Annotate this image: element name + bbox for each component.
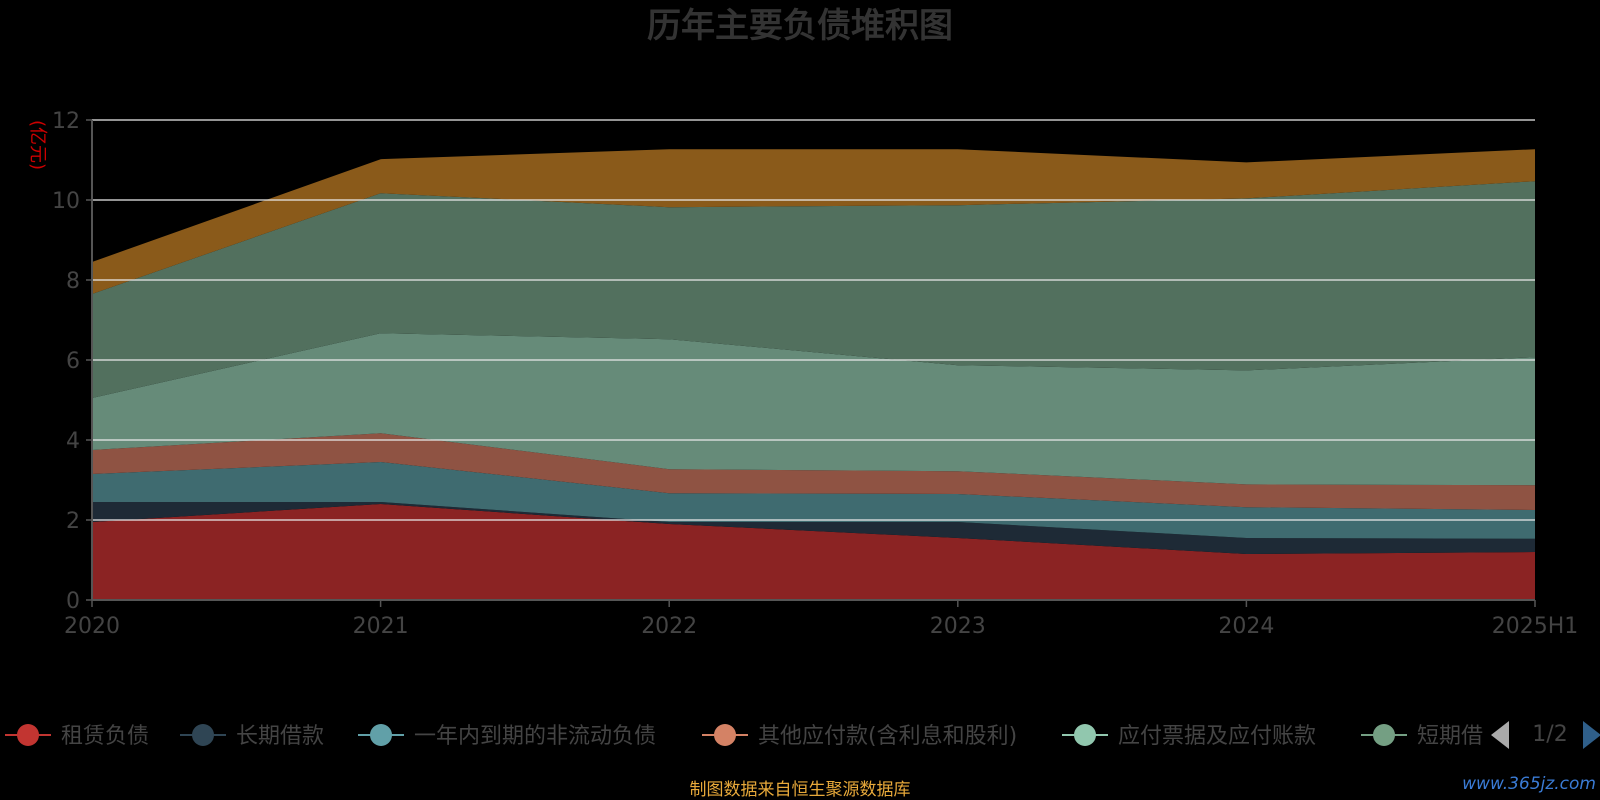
y-tick-label-4: 8 <box>66 269 80 294</box>
y-axis-unit-label: (亿元) <box>27 120 48 170</box>
legend-marker-icon <box>1074 724 1096 746</box>
series-areas <box>92 149 1535 600</box>
legend-item-0[interactable]: 租赁负债 <box>5 724 149 749</box>
area-series-4 <box>92 333 1535 486</box>
legend-item-3[interactable]: 其他应付款(含利息和股利) <box>702 724 1017 749</box>
x-tick-label-1: 2021 <box>353 614 409 639</box>
legend-label: 长期借款 <box>236 724 324 749</box>
legend-page-indicator: 1/2 <box>1532 722 1567 747</box>
y-tick-label-0: 0 <box>66 589 80 614</box>
legend-marker-icon <box>714 724 736 746</box>
legend-item-2[interactable]: 一年内到期的非流动负债 <box>358 724 656 749</box>
area-series-3 <box>92 433 1535 510</box>
legend-label: 其他应付款(含利息和股利) <box>758 724 1017 749</box>
legend-prev-page-icon[interactable] <box>1491 721 1509 749</box>
area-series-6 <box>92 149 1535 294</box>
y-tick-label-1: 2 <box>66 509 80 534</box>
chart-title: 历年主要负债堆积图 <box>647 6 953 46</box>
legend-next-page-icon[interactable] <box>1583 721 1600 749</box>
legend-item-4[interactable]: 应付票据及应付账款 <box>1062 724 1316 749</box>
x-tick-label-5: 2025H1 <box>1492 614 1579 639</box>
legend-item-5[interactable]: 短期借 <box>1361 724 1483 749</box>
x-tick-label-0: 2020 <box>64 614 120 639</box>
y-tick-label-2: 4 <box>66 429 80 454</box>
legend-marker-icon <box>1373 724 1395 746</box>
legend-marker-icon <box>370 724 392 746</box>
legend-label: 一年内到期的非流动负债 <box>414 724 656 749</box>
x-tick-label-4: 2024 <box>1218 614 1274 639</box>
legend-item-1[interactable]: 长期借款 <box>180 724 324 749</box>
legend-marker-icon <box>192 724 214 746</box>
axes: 0 2 4 6 8 10 12 2020 2021 2022 2023 2024 2025H1 <box>52 109 1578 639</box>
y-tick-label-3: 6 <box>66 349 80 374</box>
gridlines <box>92 119 1535 521</box>
legend-label: 短期借 <box>1417 724 1483 749</box>
area-series-5 <box>92 181 1535 398</box>
x-tick-label-3: 2023 <box>930 614 986 639</box>
x-tick-label-2: 2022 <box>641 614 697 639</box>
legend-marker-icon <box>17 724 39 746</box>
area-series-0 <box>92 504 1535 600</box>
legend-label: 应付票据及应付账款 <box>1118 724 1316 749</box>
area-series-1 <box>92 502 1535 554</box>
data-source-note: 制图数据来自恒生聚源数据库 <box>690 780 911 800</box>
legend[interactable]: 租赁负债 长期借款 一年内到期的非流动负债 其他应付款(含利息和股利) 应付票据及应付账… <box>5 724 1483 749</box>
y-tick-label-6: 12 <box>52 109 80 134</box>
y-tick-label-5: 10 <box>52 189 80 214</box>
legend-label: 租赁负债 <box>61 724 149 749</box>
legend-pager[interactable]: 1/2 <box>1491 721 1600 749</box>
watermark: www.365jz.com <box>1462 774 1596 794</box>
